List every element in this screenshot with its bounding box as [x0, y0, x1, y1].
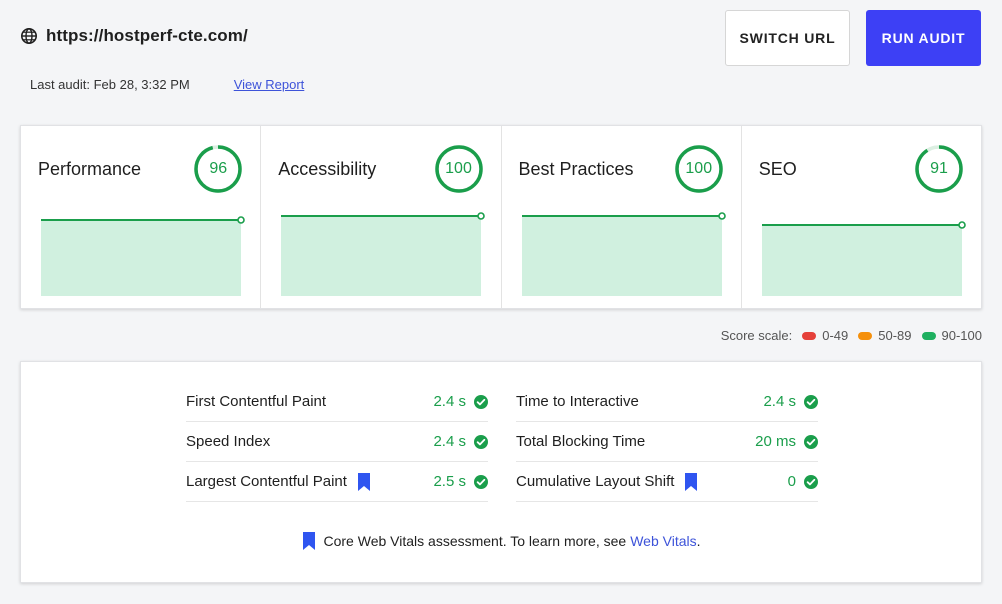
score-scale-good: 90-100: [921, 328, 982, 343]
metric-name: First Contentful Paint: [186, 393, 327, 410]
gauge-arc: [915, 145, 963, 193]
good-dot-icon: [921, 331, 936, 340]
score-history-area: [41, 220, 241, 296]
metric-name: Total Blocking Time: [516, 433, 646, 450]
metric-value: 2.5 s: [433, 473, 466, 490]
bookmark-icon: [302, 532, 315, 550]
metric-row-speed-index: Speed Index 2.4 s: [186, 422, 488, 462]
metric-value: 0: [787, 473, 796, 490]
score-card-best-practices[interactable]: Best Practices 100: [502, 126, 742, 308]
metrics-column-left: First Contentful Paint 2.4 s Speed Index…: [186, 382, 488, 502]
score-history-point: [717, 212, 726, 220]
poor-dot-icon: [802, 331, 817, 340]
metric-name: Time to Interactive: [516, 393, 639, 410]
score-value: 100: [445, 160, 472, 177]
score-scale-range-label: 0-49: [822, 328, 849, 343]
metric-value: 2.4 s: [433, 433, 466, 450]
metric-name: Cumulative Layout Shift: [516, 473, 675, 490]
score-gauge: [434, 145, 483, 193]
metric-row-tbt: Total Blocking Time 20 ms: [516, 422, 818, 462]
bookmark-icon: [685, 472, 698, 491]
score-scale-range-label: 50-89: [878, 328, 912, 343]
metric-row-tti: Time to Interactive 2.4 s: [516, 382, 818, 422]
score-value: 91: [930, 160, 948, 177]
bookmark-icon: [357, 472, 370, 491]
score-gauge: [915, 145, 963, 193]
site-url-row: https://hostperf-cte.com/: [20, 26, 248, 46]
score-scale-label: Score scale:: [720, 328, 793, 343]
score-history-area: [761, 225, 962, 296]
score-card-title: SEO: [758, 159, 797, 179]
metrics-panel: First Contentful Paint 2.4 s Speed Index…: [20, 361, 982, 583]
last-audit-row: Last audit: Feb 28, 3:32 PM View Report: [30, 77, 304, 92]
score-history-chart: [761, 221, 966, 296]
gauge-arc: [675, 145, 723, 193]
score-scale-range-label: 90-100: [941, 328, 982, 343]
globe-icon: [21, 28, 37, 44]
check-circle-icon: [804, 394, 818, 409]
metric-row-fcp: First Contentful Paint 2.4 s: [186, 382, 488, 422]
metric-name: Largest Contentful Paint: [186, 473, 347, 490]
switch-url-button[interactable]: SWITCH URL: [725, 10, 850, 66]
score-card-title: Performance: [38, 159, 142, 179]
check-circle-icon: [474, 434, 488, 449]
score-card-seo[interactable]: SEO 91: [742, 126, 981, 308]
score-gauge: [675, 145, 723, 193]
score-scale-poor: 0-49: [802, 328, 848, 343]
core-web-vitals-note-end: .: [696, 533, 701, 549]
score-scale-average: 50-89: [858, 328, 912, 343]
run-audit-button[interactable]: RUN AUDIT: [866, 10, 981, 66]
score-history-chart: [41, 216, 245, 296]
metric-value: 2.4 s: [763, 393, 796, 410]
core-web-vitals-note: Core Web Vitals assessment. To learn mor…: [21, 532, 981, 550]
metric-value: 2.4 s: [433, 393, 466, 410]
metric-row-cls: Cumulative Layout Shift 0: [516, 462, 818, 502]
score-card-performance[interactable]: Performance 96: [21, 126, 262, 308]
score-history-point: [957, 221, 966, 229]
score-gauge: [194, 145, 242, 193]
core-web-vitals-note-text: Core Web Vitals assessment. To learn mor…: [323, 533, 627, 549]
metrics-column-right: Time to Interactive 2.4 s Total Blocking…: [516, 382, 818, 502]
score-cards: Performance 96 Accessibility 100 Best Pr…: [20, 125, 982, 309]
score-history-chart: [521, 212, 726, 296]
score-value: 100: [685, 160, 713, 177]
score-history-point: [237, 216, 245, 224]
last-audit-text: Last audit: Feb 28, 3:32 PM: [30, 77, 190, 92]
site-url: https://hostperf-cte.com/: [46, 26, 248, 45]
check-circle-icon: [804, 474, 818, 489]
metric-name: Speed Index: [186, 433, 271, 450]
check-circle-icon: [804, 434, 818, 449]
score-history-area: [521, 216, 722, 296]
score-value: 96: [209, 160, 228, 177]
score-history-area: [281, 216, 482, 296]
gauge-arc: [434, 145, 483, 193]
metric-value: 20 ms: [755, 433, 796, 450]
score-scale-legend: Score scale: 0-49 50-89 90-100: [721, 328, 982, 343]
gauge-arc: [194, 145, 242, 193]
score-card-title: Best Practices: [518, 159, 634, 179]
score-history-point: [477, 212, 486, 220]
check-circle-icon: [474, 474, 488, 489]
score-history-chart: [281, 212, 486, 296]
view-report-link[interactable]: View Report: [233, 77, 305, 92]
average-dot-icon: [858, 331, 873, 340]
score-card-title: Accessibility: [278, 159, 377, 179]
check-circle-icon: [474, 394, 488, 409]
score-card-accessibility[interactable]: Accessibility 100: [261, 126, 502, 308]
metric-row-lcp: Largest Contentful Paint 2.5 s: [186, 462, 488, 502]
web-vitals-link[interactable]: Web Vitals: [630, 533, 697, 549]
